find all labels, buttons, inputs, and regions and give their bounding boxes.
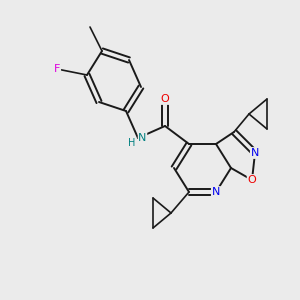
Text: O: O <box>160 94 169 104</box>
Text: N: N <box>212 187 220 197</box>
Text: N: N <box>138 133 147 143</box>
Text: H: H <box>128 137 135 148</box>
Text: F: F <box>54 64 60 74</box>
Text: O: O <box>248 175 256 185</box>
Text: N: N <box>251 148 259 158</box>
